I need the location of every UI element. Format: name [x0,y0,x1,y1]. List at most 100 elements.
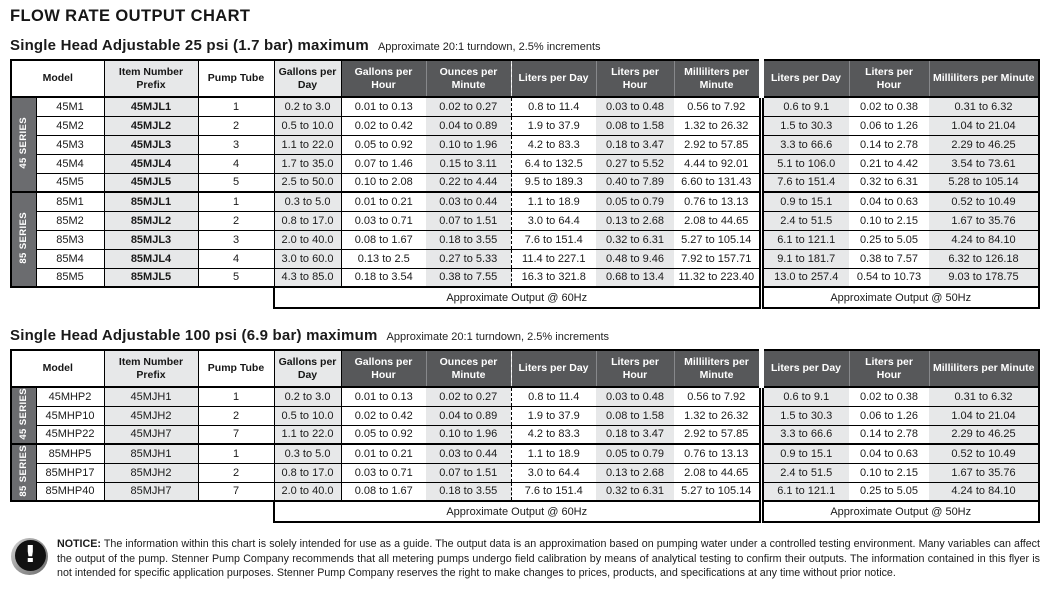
cell-liters-per-day-50hz: 9.1 to 181.7 [758,249,849,269]
cell-gal-per-hour: 0.08 to 1.67 [340,230,426,250]
cell-ml-per-minute-60hz: 2.08 to 44.65 [674,463,761,483]
cell-liters-per-hour-60hz: 0.05 to 0.79 [596,444,674,464]
cell-item-number-prefix: 85MJH2 [103,463,198,483]
cell-liters-per-day-50hz: 6.1 to 121.1 [758,230,849,250]
cell-liters-per-day-50hz: 7.6 to 151.4 [758,173,849,193]
cell-liters-per-day-60hz: 7.6 to 151.4 [510,482,596,501]
cell-ml-per-minute-50hz: 1.04 to 21.04 [929,116,1040,136]
cell-model: 45MHP2 [35,387,104,407]
column-header: Item Number Prefix [103,59,198,98]
cell-model: 85M1 [35,192,104,212]
cell-liters-per-day-50hz: 5.1 to 106.0 [758,154,849,174]
cell-liters-per-hour-50hz: 0.02 to 0.38 [849,387,929,407]
notice-section: ! NOTICE: The information within this ch… [10,537,1040,581]
cell-ml-per-minute-50hz: 1.67 to 35.76 [929,211,1040,231]
table-title: Single Head Adjustable 100 psi (6.9 bar)… [10,327,378,344]
table-row: 85M3 85MJL3 3 2.0 to 40.0 0.08 to 1.67 0.18 t… [11,230,1040,250]
cell-ml-per-minute-60hz: 0.56 to 7.92 [674,387,761,407]
cell-item-number-prefix: 85MJL1 [103,192,198,212]
table-row: 85M5 85MJL5 5 4.3 to 85.0 0.18 to 3.54 0.38 t… [11,268,1040,287]
cell-ml-per-minute-60hz: 5.27 to 105.14 [674,482,761,501]
cell-liters-per-day-60hz: 9.5 to 189.3 [510,173,596,193]
column-header: Ounces per Minute [425,349,511,388]
cell-model: 45M4 [35,154,104,174]
cell-item-number-prefix: 45MJH7 [103,425,198,445]
cell-oz-per-minute: 0.10 to 1.96 [426,135,511,155]
header-row: Model Item Number Prefix Pump Tube Gallons … [10,349,1040,388]
cell-gal-per-day: 1.1 to 22.0 [273,135,341,155]
cell-gal-per-hour: 0.02 to 0.42 [340,116,426,136]
column-header: Milliliters per Minute [928,59,1040,98]
footer-spacer [11,500,274,522]
column-header: Liters per Day [758,349,849,388]
cell-pump-tube: 3 [197,135,274,155]
alert-exclamation-icon: ! [11,538,48,575]
column-header: Liters per Hour [595,59,674,98]
column-header: Model [10,349,104,388]
cell-liters-per-hour-60hz: 0.03 to 0.48 [596,387,674,407]
cell-gal-per-hour: 0.01 to 0.13 [340,387,426,407]
cell-gal-per-day: 0.5 to 10.0 [273,116,341,136]
cell-pump-tube: 1 [197,387,274,407]
cell-liters-per-hour-60hz: 0.18 to 3.47 [596,135,674,155]
column-header: Pump Tube [197,349,274,388]
cell-ml-per-minute-50hz: 3.54 to 73.61 [929,154,1040,174]
table-note: Approximate 20:1 turndown, 2.5% incremen… [386,331,610,343]
column-header: Milliliters per Minute [928,349,1040,388]
cell-gal-per-hour: 0.01 to 0.21 [340,192,426,212]
footer-spacer [11,286,274,308]
notice-body: The information within this chart is sol… [57,538,1040,580]
cell-pump-tube: 2 [197,116,274,136]
cell-liters-per-hour-50hz: 0.04 to 0.63 [849,192,929,212]
cell-gal-per-day: 2.5 to 50.0 [273,173,341,193]
cell-item-number-prefix: 85MJH7 [103,482,198,501]
cell-liters-per-hour-60hz: 0.27 to 5.52 [596,154,674,174]
column-header: Gallons per Day [273,59,341,98]
cell-pump-tube: 5 [197,268,274,287]
footer-output-60hz: Approximate Output @ 60Hz [273,286,761,309]
cell-liters-per-hour-50hz: 0.10 to 2.15 [849,463,929,483]
cell-ml-per-minute-50hz: 9.03 to 178.75 [929,268,1040,287]
cell-oz-per-minute: 0.38 to 7.55 [426,268,511,287]
alert-icon-circle: ! [15,540,46,571]
cell-ml-per-minute-50hz: 0.31 to 6.32 [929,97,1040,117]
cell-gal-per-hour: 0.18 to 3.54 [340,268,426,287]
series-label-cell: 85 SERIES [10,192,36,288]
column-header: Gallons per Hour [340,59,426,98]
cell-liters-per-day-60hz: 3.0 to 64.4 [510,211,596,231]
cell-oz-per-minute: 0.03 to 0.44 [426,444,511,464]
cell-liters-per-hour-50hz: 0.21 to 4.42 [849,154,929,174]
table-title-row: Single Head Adjustable 25 psi (1.7 bar) … [10,37,1040,55]
cell-liters-per-hour-50hz: 0.14 to 2.78 [849,425,929,445]
column-header: Milliliters per Minute [673,349,761,388]
column-header: Liters per Hour [848,349,929,388]
cell-liters-per-day-50hz: 2.4 to 51.5 [758,211,849,231]
table-note: Approximate 20:1 turndown, 2.5% incremen… [377,41,601,53]
cell-pump-tube: 1 [197,444,274,464]
cell-liters-per-day-60hz: 1.1 to 18.9 [510,444,596,464]
cell-liters-per-day-60hz: 0.8 to 11.4 [510,97,596,117]
cell-liters-per-hour-60hz: 0.18 to 3.47 [596,425,674,445]
cell-item-number-prefix: 45MJH1 [103,387,198,407]
cell-liters-per-day-50hz: 0.9 to 15.1 [758,192,849,212]
cell-item-number-prefix: 45MJL2 [103,116,198,136]
cell-gal-per-hour: 0.01 to 0.13 [340,97,426,117]
table-title: Single Head Adjustable 25 psi (1.7 bar) … [10,37,369,54]
cell-gal-per-hour: 0.07 to 1.46 [340,154,426,174]
cell-gal-per-day: 4.3 to 85.0 [273,268,341,287]
cell-oz-per-minute: 0.03 to 0.44 [426,192,511,212]
cell-oz-per-minute: 0.04 to 0.89 [426,116,511,136]
flow-rate-table: Model Item Number Prefix Pump Tube Gallons … [10,59,1040,309]
cell-ml-per-minute-50hz: 2.29 to 46.25 [929,135,1040,155]
column-header: Model [10,59,104,98]
cell-liters-per-day-50hz: 3.3 to 66.6 [758,135,849,155]
cell-model: 85MHP40 [35,482,104,501]
cell-liters-per-hour-50hz: 0.14 to 2.78 [849,135,929,155]
column-header: Liters per Day [510,349,596,388]
cell-liters-per-day-60hz: 16.3 to 321.8 [510,268,596,287]
cell-ml-per-minute-50hz: 0.31 to 6.32 [929,387,1040,407]
cell-item-number-prefix: 45MJL5 [103,173,198,193]
series-label-cell: 85 SERIES [10,444,36,502]
cell-ml-per-minute-50hz: 6.32 to 126.18 [929,249,1040,269]
cell-ml-per-minute-50hz: 2.29 to 46.25 [929,425,1040,445]
